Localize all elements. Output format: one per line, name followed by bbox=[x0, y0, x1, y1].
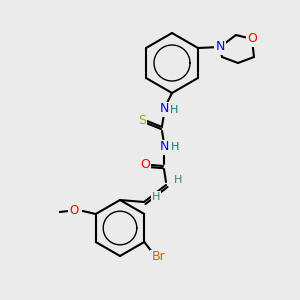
Text: H: H bbox=[171, 142, 179, 152]
Text: O: O bbox=[69, 203, 78, 217]
Text: O: O bbox=[247, 32, 257, 46]
Text: N: N bbox=[215, 40, 225, 53]
Text: O: O bbox=[140, 158, 150, 172]
Text: N: N bbox=[159, 140, 169, 154]
Text: H: H bbox=[174, 175, 182, 185]
Text: Br: Br bbox=[152, 250, 165, 263]
Text: S: S bbox=[138, 115, 146, 128]
Text: H: H bbox=[152, 192, 160, 202]
Text: N: N bbox=[159, 103, 169, 116]
Text: H: H bbox=[170, 105, 178, 115]
